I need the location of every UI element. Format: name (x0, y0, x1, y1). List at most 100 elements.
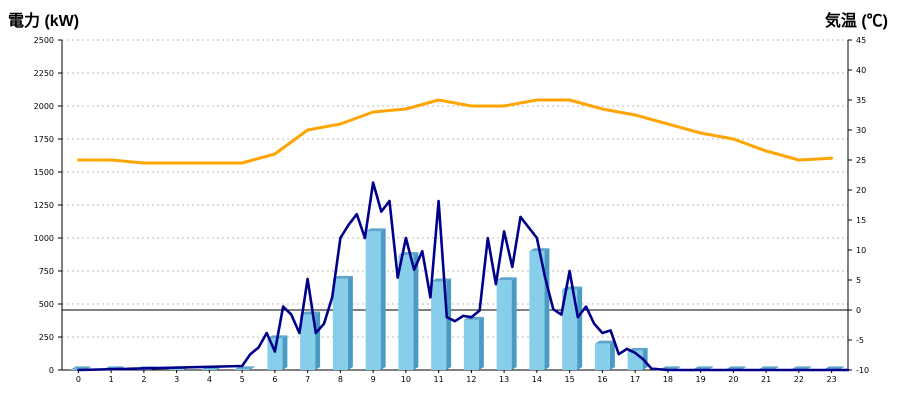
power-bar-top (824, 366, 845, 370)
x-tick-label: 1 (109, 375, 114, 384)
x-tick-label: 7 (305, 375, 310, 384)
power-bar-top (365, 228, 386, 232)
power-bar-side (347, 275, 353, 370)
power-bar-side (413, 252, 419, 370)
series-lines (76, 98, 850, 372)
power-bar-top (496, 277, 517, 281)
left-tick-label: 1250 (34, 201, 54, 210)
x-tick-label: 2 (141, 375, 146, 384)
x-tick-label: 19 (696, 375, 706, 384)
power-bar (562, 286, 583, 370)
x-tick-label: 15 (565, 375, 575, 384)
right-tick-label: 20 (856, 186, 866, 195)
left-tick-label: 0 (49, 366, 54, 375)
power-bar-top (791, 366, 812, 370)
power-bar-top (431, 278, 452, 282)
x-tick-label: 5 (240, 375, 245, 384)
right-tick-label: 30 (856, 126, 866, 135)
x-tick-label: 14 (532, 375, 542, 384)
right-tick-label: 45 (856, 36, 866, 45)
power-bar-front (431, 281, 447, 370)
x-tick-label: 22 (794, 375, 804, 384)
left-tick-label: 1750 (34, 135, 54, 144)
power-bar-top (627, 347, 648, 351)
power-bar-front (594, 343, 610, 370)
left-tick-label: 1000 (34, 234, 54, 243)
power-bar-front (496, 280, 512, 370)
x-tick-label: 10 (401, 375, 411, 384)
right-tick-label: 40 (856, 66, 866, 75)
left-tick-label: 2500 (34, 36, 54, 45)
right-tick-label: 0 (856, 306, 861, 315)
x-tick-label: 6 (272, 375, 277, 384)
power-bar (463, 316, 484, 370)
power-bar-front (562, 289, 578, 370)
right-tick-label: 25 (856, 156, 866, 165)
power-bar-side (609, 340, 615, 370)
x-tick-label: 0 (76, 375, 81, 384)
left-tick-label: 2250 (34, 69, 54, 78)
power-bar (594, 340, 615, 370)
right-tick-label: -10 (856, 366, 869, 375)
power-bar-front (234, 369, 250, 370)
power-bar-side (511, 277, 517, 370)
temperature-line (76, 98, 834, 165)
power-bar-side (446, 278, 452, 370)
x-tick-label: 18 (663, 375, 673, 384)
x-tick-label: 11 (434, 375, 444, 384)
power-bar-front (169, 369, 185, 370)
x-tick-label: 17 (630, 375, 640, 384)
power-bar (267, 335, 288, 370)
power-bar-front (398, 255, 414, 370)
power-bar-side (544, 248, 550, 370)
x-tick-label: 8 (338, 375, 343, 384)
power-bar (431, 278, 452, 370)
x-tick-label: 21 (761, 375, 771, 384)
power-bar-front (463, 319, 479, 370)
power-bar-front (201, 369, 217, 370)
power-bar (300, 311, 321, 370)
power-bar-side (380, 228, 386, 370)
power-bar (398, 252, 419, 370)
power-bar-side (282, 335, 288, 370)
power-bar-top (332, 275, 353, 279)
right-tick-label: 15 (856, 216, 866, 225)
x-tick-label: 9 (371, 375, 376, 384)
power-bar (529, 248, 550, 370)
axes (58, 39, 852, 373)
left-tick-label: 2000 (34, 102, 54, 111)
right-axis-label: 気温 (℃) (825, 11, 888, 30)
power-bar-top (725, 366, 746, 370)
x-tick-label: 13 (499, 375, 509, 384)
power-bar-side (478, 316, 484, 370)
power-bar-front (267, 338, 283, 370)
right-tick-label: 5 (856, 276, 861, 285)
power-bars (70, 228, 845, 370)
left-tick-label: 250 (39, 333, 54, 342)
left-tick-label: 750 (39, 267, 54, 276)
power-bar (496, 277, 517, 370)
left-axis-label: 電力 (kW) (8, 11, 79, 30)
power-bar-front (365, 231, 381, 370)
power-bar-top (594, 340, 615, 344)
power-bar-side (249, 366, 255, 370)
right-tick-label: -5 (856, 336, 864, 345)
x-tick-label: 23 (827, 375, 837, 384)
left-tick-label: 1500 (34, 168, 54, 177)
power-bar-side (315, 311, 321, 370)
power-bar-side (577, 286, 583, 370)
power-bar-front (332, 278, 348, 370)
x-tick-label: 20 (728, 375, 738, 384)
tick-labels: 0 250 5 0 0 750 1000 1250 1500 1750 2000 2250 2500 -1… (34, 36, 869, 384)
x-tick-label: 4 (207, 375, 212, 384)
x-tick-label: 12 (466, 375, 476, 384)
x-tick-label: 16 (597, 375, 607, 384)
power-bar (332, 275, 353, 370)
power-bar-front (300, 314, 316, 370)
power-line (77, 181, 850, 372)
power-bar-top (693, 366, 714, 370)
power-bar-top (758, 366, 779, 370)
x-tick-label: 3 (174, 375, 179, 384)
power-bar (627, 347, 648, 370)
